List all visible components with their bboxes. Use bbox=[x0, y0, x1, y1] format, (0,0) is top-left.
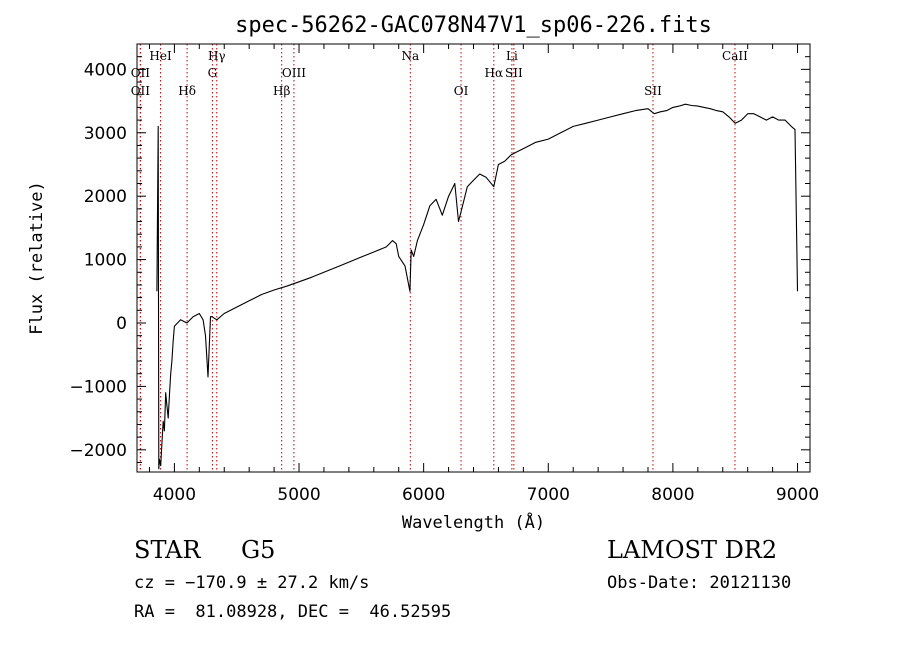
coordinates-text: RA = 81.08928, DEC = 46.52595 bbox=[134, 602, 452, 622]
x-tick-label: 9000 bbox=[776, 485, 819, 505]
spectral-line-label: SII bbox=[644, 84, 662, 98]
spectral-line-label: CaII bbox=[722, 49, 748, 63]
object-class-label: STAR bbox=[134, 536, 201, 564]
survey-label: LAMOST DR2 bbox=[607, 536, 778, 564]
spectral-line-label: OIII bbox=[282, 66, 306, 80]
x-tick-label: 5000 bbox=[277, 485, 320, 505]
spectral-line-label: OI bbox=[454, 84, 469, 98]
spectral-line-label: Hβ bbox=[273, 84, 290, 98]
y-tick-label: 1000 bbox=[84, 251, 127, 271]
y-tick-label: 4000 bbox=[84, 60, 127, 80]
y-tick-label: −1000 bbox=[69, 377, 127, 397]
obs-date-text: Obs-Date: 20121130 bbox=[607, 573, 792, 593]
y-tick-label: −2000 bbox=[69, 441, 127, 461]
spectrum-chart: spec-56262-GAC078N47V1_sp06-226.fits OII O… bbox=[27, 13, 819, 533]
spectral-line-label: Li bbox=[506, 49, 518, 63]
y-axis-label: Flux (relative) bbox=[27, 181, 47, 335]
subclass-label: G5 bbox=[241, 536, 276, 564]
spectral-line-label: Hδ bbox=[178, 84, 196, 98]
spectral-line-label: Hα bbox=[485, 66, 504, 80]
x-axis-label: Wavelength (Å) bbox=[402, 511, 545, 533]
spectral-line-label: G bbox=[208, 66, 218, 80]
y-tick-label: 3000 bbox=[84, 124, 127, 144]
x-tick-label: 6000 bbox=[402, 485, 445, 505]
x-tick-label: 8000 bbox=[651, 485, 694, 505]
spectral-line-label: Na bbox=[401, 49, 419, 63]
chart-title: spec-56262-GAC078N47V1_sp06-226.fits bbox=[235, 13, 712, 38]
spectral-line-label: OII bbox=[131, 84, 151, 98]
y-tick-label: 2000 bbox=[84, 187, 127, 207]
y-tick-label: 0 bbox=[116, 314, 127, 334]
spectral-line-label: SII bbox=[505, 66, 523, 80]
redshift-text: cz = −170.9 ± 27.2 km/s bbox=[134, 573, 370, 593]
spectrum-line bbox=[156, 103, 799, 470]
spectral-line-label: Hγ bbox=[208, 49, 226, 63]
x-tick-label: 4000 bbox=[153, 485, 196, 505]
x-tick-label: 7000 bbox=[527, 485, 570, 505]
spectral-line-label: HeI bbox=[149, 49, 172, 63]
